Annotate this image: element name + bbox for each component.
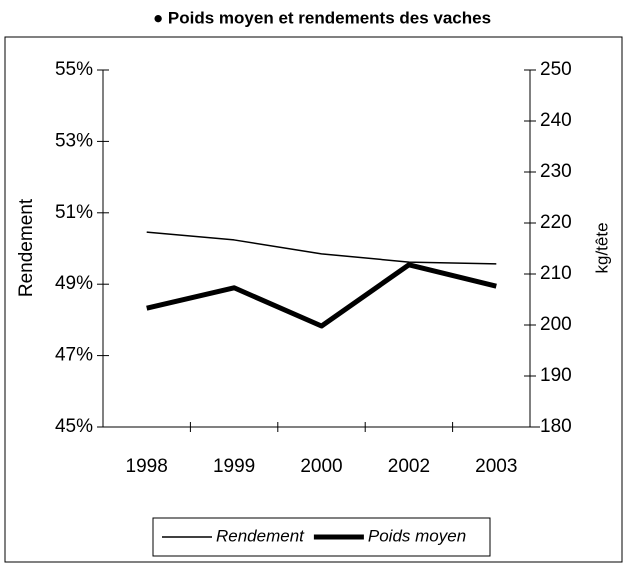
legend-label: Poids moyen [368, 526, 466, 545]
y2-tick-label: 250 [540, 59, 572, 80]
y-tick-label: 55% [55, 59, 93, 80]
y-tick-label: 49% [55, 273, 93, 294]
y2-tick-label: 220 [540, 212, 572, 233]
chart-frame [4, 36, 623, 563]
y-tick-label: 47% [55, 345, 93, 366]
y2-axis-label: kg/tête [592, 222, 611, 273]
y-tick-label: 51% [55, 202, 93, 223]
series-line [146, 262, 497, 329]
x-tick-label: 1998 [126, 456, 168, 477]
y2-tick-label: 210 [540, 263, 572, 284]
legend-label: Rendement [216, 526, 305, 545]
y2-tick-label: 240 [540, 110, 572, 131]
x-tick-label: 2002 [388, 456, 430, 477]
y2-tick-label: 230 [540, 161, 572, 182]
legend-box [152, 517, 491, 557]
y-tick-label: 45% [55, 416, 93, 437]
x-tick-label: 2003 [475, 456, 517, 477]
x-tick-label: 1999 [213, 456, 255, 477]
y2-tick-label: 200 [540, 314, 572, 335]
x-tick-label: 2000 [300, 456, 342, 477]
y-axis-label: Rendement [16, 198, 37, 297]
chart-title: ● Poids moyen et rendements des vaches [153, 8, 491, 27]
series-line [146, 231, 497, 265]
y2-tick-label: 180 [540, 416, 572, 437]
y2-tick-label: 190 [540, 365, 572, 386]
y-tick-label: 53% [55, 130, 93, 151]
